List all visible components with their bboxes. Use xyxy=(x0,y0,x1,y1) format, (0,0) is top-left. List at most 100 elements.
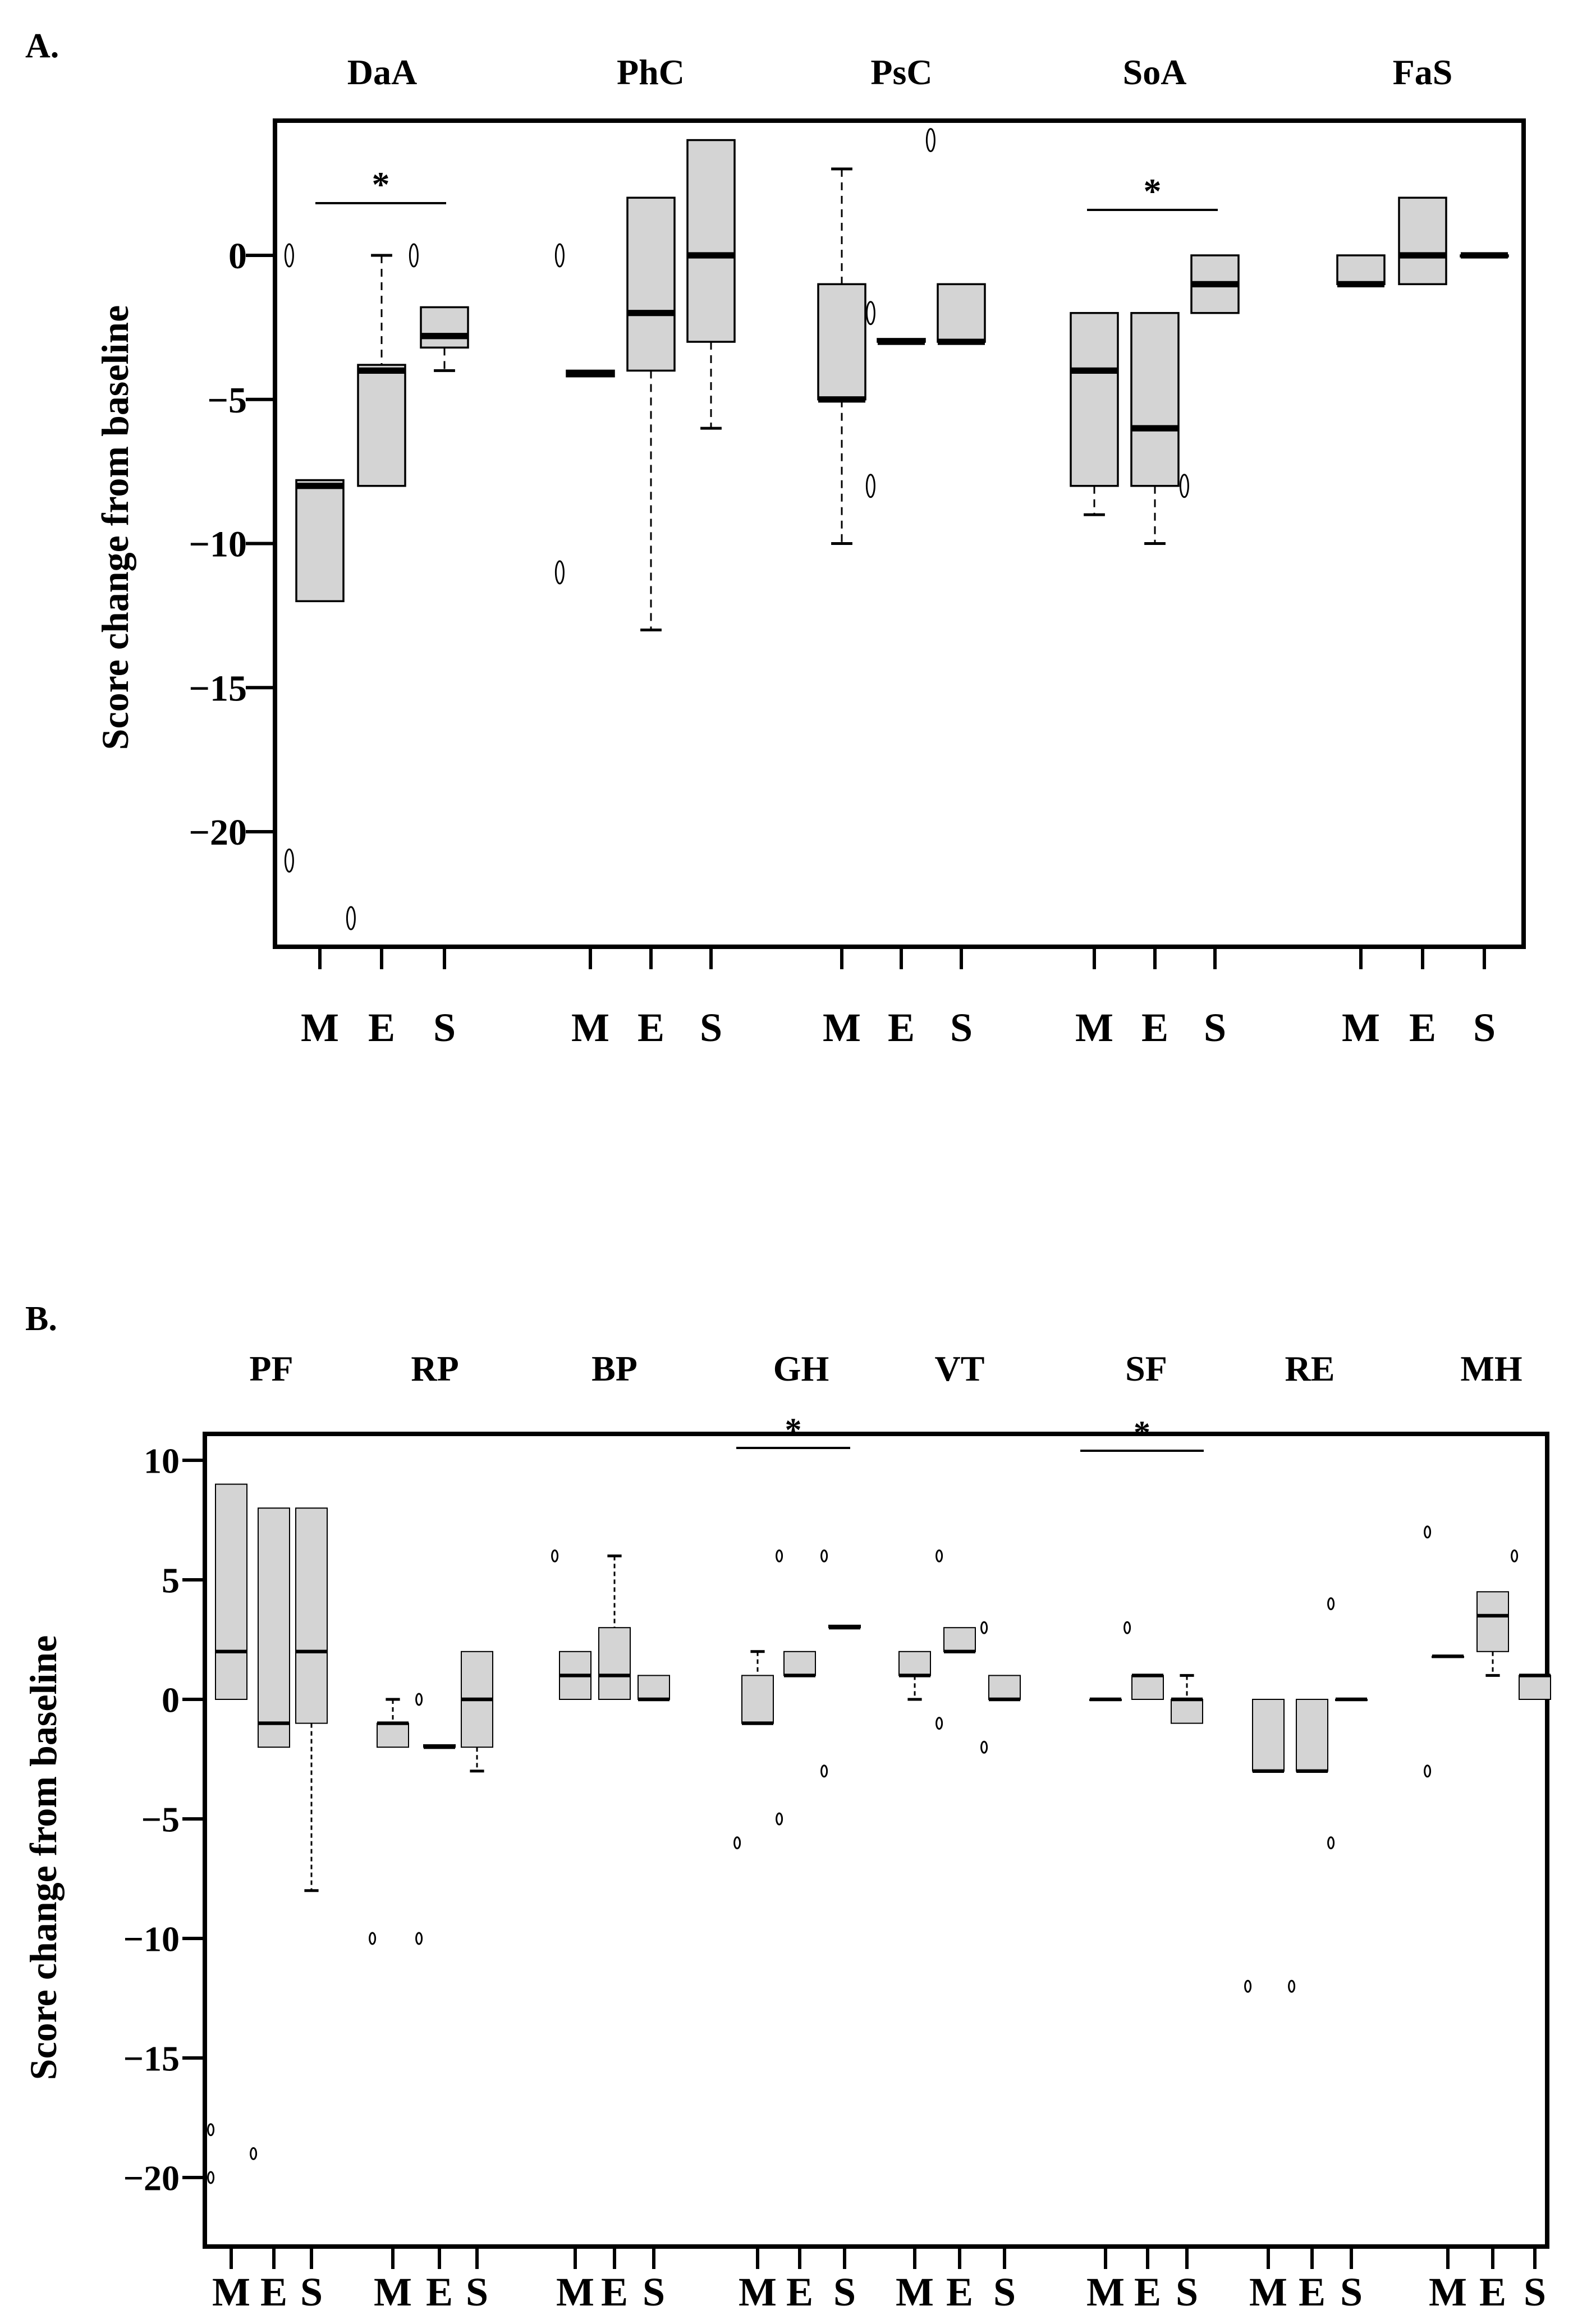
x-tick-label: M xyxy=(1075,1005,1113,1050)
x-tick-label: M xyxy=(374,2270,412,2314)
box-body xyxy=(1296,1699,1328,1772)
x-tick-label: M xyxy=(739,2270,777,2314)
x-tick-label: E xyxy=(1479,2270,1506,2314)
x-tick-label: E xyxy=(1409,1005,1436,1050)
x-tick-label: S xyxy=(700,1005,722,1050)
outlier-point xyxy=(935,1549,943,1562)
outlier-point xyxy=(935,1717,943,1730)
box-re-e xyxy=(1288,1699,1328,1993)
box-fas-s xyxy=(1460,252,1509,259)
outlier-point xyxy=(207,2123,215,2137)
group-header-label: MH xyxy=(1460,1349,1522,1388)
outlier-point xyxy=(925,128,935,153)
outlier-point xyxy=(865,301,875,326)
y-tick-label: 5 xyxy=(162,1560,180,1600)
y-tick-label: 0 xyxy=(228,236,247,277)
group-phc: PhC M E S xyxy=(554,52,736,1050)
significance-star: * xyxy=(1144,171,1162,211)
box-mh-s xyxy=(1511,1549,1551,1700)
box-body xyxy=(1252,1699,1285,1772)
x-tick-label: M xyxy=(1249,2270,1287,2314)
outlier-point xyxy=(284,848,294,873)
box-body xyxy=(357,364,406,487)
group-rp: RP M E S xyxy=(369,1349,493,2314)
x-tick-label: E xyxy=(260,2270,287,2314)
box-mh-e xyxy=(1476,1591,1509,1677)
outlier-point xyxy=(415,1693,423,1706)
box-soa-s xyxy=(1179,254,1240,498)
box-rp-m xyxy=(369,1698,409,1945)
x-tick-label: S xyxy=(300,2270,323,2314)
box-pf-s xyxy=(295,1507,328,1892)
group-header-label: BP xyxy=(591,1349,638,1388)
x-tick-label: E xyxy=(946,2270,973,2314)
x-tick-label: S xyxy=(1524,2270,1546,2314)
outlier-point xyxy=(346,906,356,930)
outlier-point xyxy=(1179,474,1189,498)
box-bp-s xyxy=(638,1675,670,1702)
outlier-point xyxy=(554,560,565,585)
panel-b-y-axis-label: Score change from baseline xyxy=(22,1635,65,2080)
box-body xyxy=(638,1675,670,1700)
y-tick-label: 0 xyxy=(162,1680,180,1720)
y-tick-label: 10 xyxy=(144,1441,180,1480)
group-gh: GH M E S * xyxy=(733,1349,861,2314)
x-tick-label: S xyxy=(993,2270,1016,2314)
x-tick-label: S xyxy=(833,2270,856,2314)
x-tick-label: M xyxy=(301,1005,339,1050)
box-body xyxy=(420,306,469,349)
box-daa-s xyxy=(409,243,469,372)
panel-a: A. Score change from baseline 0 −5 −10 −15 −… xyxy=(25,27,1526,1050)
group-header-label: PhC xyxy=(617,52,685,92)
outlier-point xyxy=(980,1621,988,1634)
x-tick-label: S xyxy=(1176,2270,1198,2314)
x-tick-label: S xyxy=(1204,1005,1226,1050)
box-body xyxy=(1171,1699,1203,1724)
x-tick-label: S xyxy=(643,2270,665,2314)
box-bp-m xyxy=(551,1549,591,1700)
x-tick-label: M xyxy=(823,1005,861,1050)
significance-star: * xyxy=(372,164,390,204)
box-body xyxy=(783,1651,816,1676)
box-body xyxy=(943,1627,976,1652)
x-tick-label: E xyxy=(426,2270,453,2314)
box-gh-s xyxy=(820,1549,861,1778)
group-header-label: RE xyxy=(1285,1349,1335,1388)
x-tick-label: S xyxy=(466,2270,488,2314)
outlier-point xyxy=(733,1836,741,1850)
box-body xyxy=(295,479,345,602)
group-header-label: DaA xyxy=(347,52,417,92)
outlier-point xyxy=(409,243,419,268)
box-pf-e xyxy=(250,1507,290,2160)
x-tick-label: S xyxy=(433,1005,456,1050)
outlier-point xyxy=(1288,1979,1296,1993)
box-body xyxy=(937,283,986,343)
box-body xyxy=(626,196,676,372)
box-sf-e xyxy=(1123,1621,1164,1700)
box-body xyxy=(1476,1591,1509,1652)
box-gh-e xyxy=(776,1549,816,1826)
box-body xyxy=(1336,254,1386,286)
panel-b: B. Score change from baseline 10 5 0 −5 −10 −… xyxy=(22,1300,1551,2314)
box-mh-m xyxy=(1424,1525,1464,1778)
x-tick-label: M xyxy=(212,2270,250,2314)
box-daa-e xyxy=(346,254,406,930)
box-body xyxy=(898,1651,931,1676)
group-header-label: VT xyxy=(935,1349,985,1388)
outlier-point xyxy=(820,1549,828,1562)
box-body xyxy=(215,1483,247,1700)
group-pf: PF M E S xyxy=(207,1349,328,2314)
box-body xyxy=(1519,1675,1551,1700)
box-body xyxy=(817,283,866,401)
x-tick-label: E xyxy=(638,1005,664,1050)
y-tick-label: −20 xyxy=(123,2158,180,2198)
box-body xyxy=(377,1722,409,1748)
box-soa-e xyxy=(1130,311,1180,545)
outlier-point xyxy=(820,1764,828,1778)
x-tick-label: E xyxy=(888,1005,915,1050)
x-tick-label: E xyxy=(786,2270,813,2314)
box-body xyxy=(295,1507,328,1724)
box-psc-m xyxy=(817,167,866,545)
box-re-m xyxy=(1244,1699,1285,1993)
